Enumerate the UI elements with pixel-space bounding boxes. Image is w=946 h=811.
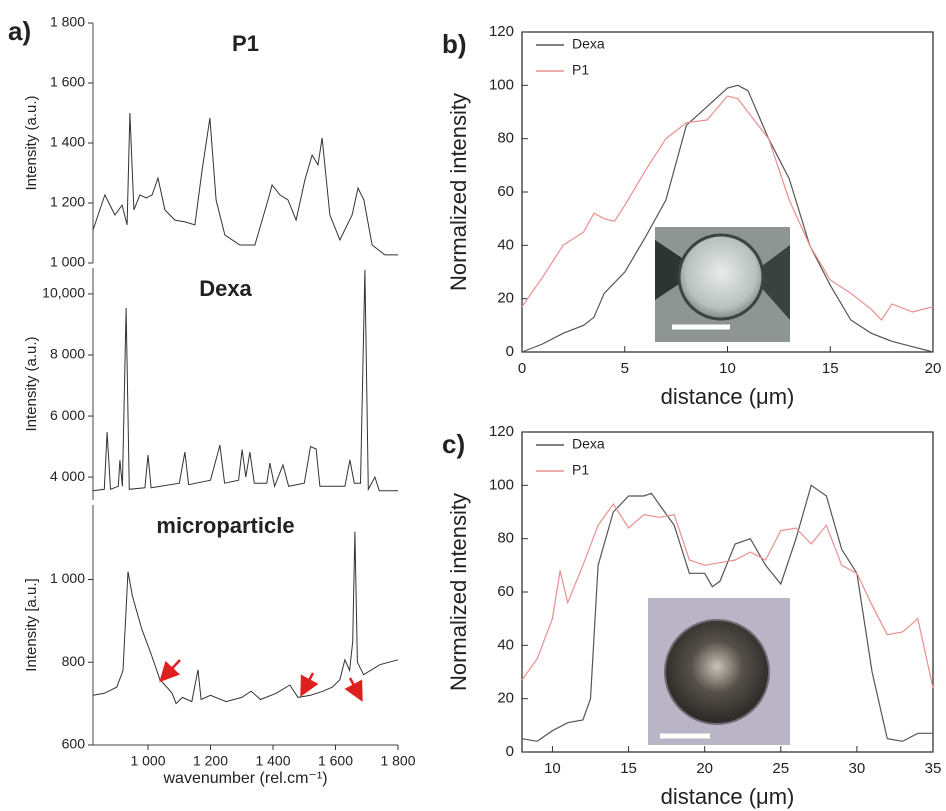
panel-label: c)	[442, 429, 465, 459]
y-tick-label: 20	[497, 690, 514, 707]
y-tick-label: 1 200	[50, 194, 85, 210]
x-tick-label: 1 800	[380, 753, 415, 769]
inset-photo-b	[655, 227, 790, 342]
y-axis-label: Intensity (a.u.)	[23, 336, 40, 431]
legend-label: Dexa	[572, 36, 605, 52]
y-tick-label: 20	[497, 290, 514, 307]
y-tick-label: 1 400	[50, 134, 85, 150]
y-tick-label: 60	[497, 583, 514, 600]
panel-label: a)	[8, 16, 31, 46]
data-line	[521, 502, 934, 689]
panel-title: microparticle	[156, 513, 294, 538]
data-line	[92, 112, 398, 256]
x-tick-label: 20	[696, 760, 713, 777]
panel-label: b)	[442, 29, 467, 59]
data-line	[521, 95, 934, 321]
y-tick-label: 1 600	[50, 74, 85, 90]
panel-title: Dexa	[199, 276, 252, 301]
x-tick-label: 25	[772, 760, 789, 777]
x-tick-label: 10	[719, 360, 736, 377]
data-line	[521, 84, 934, 353]
x-axis-label: wavenumber (rel.cm⁻¹)	[162, 770, 327, 787]
inset-photo-c	[648, 598, 790, 745]
y-tick-label: 40	[497, 636, 514, 653]
y-axis-label: Intensity (a.u.)	[23, 95, 40, 190]
y-tick-label: 100	[489, 76, 514, 93]
x-tick-label: 30	[849, 760, 866, 777]
x-tick-label: 15	[822, 360, 839, 377]
y-tick-label: 8 000	[50, 346, 85, 362]
y-tick-label: 600	[62, 736, 86, 752]
y-axis-label: Normalized intensity	[446, 93, 471, 291]
y-tick-label: 80	[497, 130, 514, 147]
x-tick-label: 1 400	[255, 753, 290, 769]
legend-label: P1	[572, 462, 589, 478]
x-tick-label: 20	[925, 360, 942, 377]
x-tick-label: 1 000	[130, 753, 165, 769]
x-tick-label: 10	[544, 760, 561, 777]
x-tick-label: 1 600	[318, 753, 353, 769]
x-tick-label: 0	[518, 360, 526, 377]
x-tick-label: 1 200	[193, 753, 228, 769]
y-axis-label: Normalized intensity	[446, 493, 471, 691]
x-axis-label: distance (μm)	[661, 384, 795, 409]
y-axis-label: Intensity [a.u.]	[23, 578, 40, 671]
y-tick-label: 40	[497, 236, 514, 253]
y-tick-label: 6 000	[50, 407, 85, 423]
y-tick-label: 0	[506, 343, 514, 360]
y-tick-label: 4 000	[50, 468, 85, 484]
y-tick-label: 120	[489, 423, 514, 440]
y-tick-label: 0	[506, 743, 514, 760]
x-tick-label: 5	[621, 360, 629, 377]
y-tick-label: 60	[497, 183, 514, 200]
y-tick-label: 1 800	[50, 14, 85, 30]
annotation-arrows	[159, 659, 363, 702]
y-tick-label: 1 000	[50, 570, 85, 586]
y-tick-label: 100	[489, 476, 514, 493]
legend-label: P1	[572, 62, 589, 78]
data-line	[92, 269, 398, 492]
y-tick-label: 120	[489, 23, 514, 40]
y-tick-label: 1 000	[50, 254, 85, 270]
panel-title: P1	[232, 31, 259, 56]
x-axis-label: distance (μm)	[661, 784, 795, 809]
x-tick-label: 15	[620, 760, 637, 777]
x-tick-label: 35	[925, 760, 942, 777]
legend-label: Dexa	[572, 436, 605, 452]
y-tick-label: 800	[62, 653, 86, 669]
y-tick-label: 80	[497, 530, 514, 547]
data-line	[92, 531, 399, 705]
y-tick-label: 10,000	[42, 285, 85, 301]
